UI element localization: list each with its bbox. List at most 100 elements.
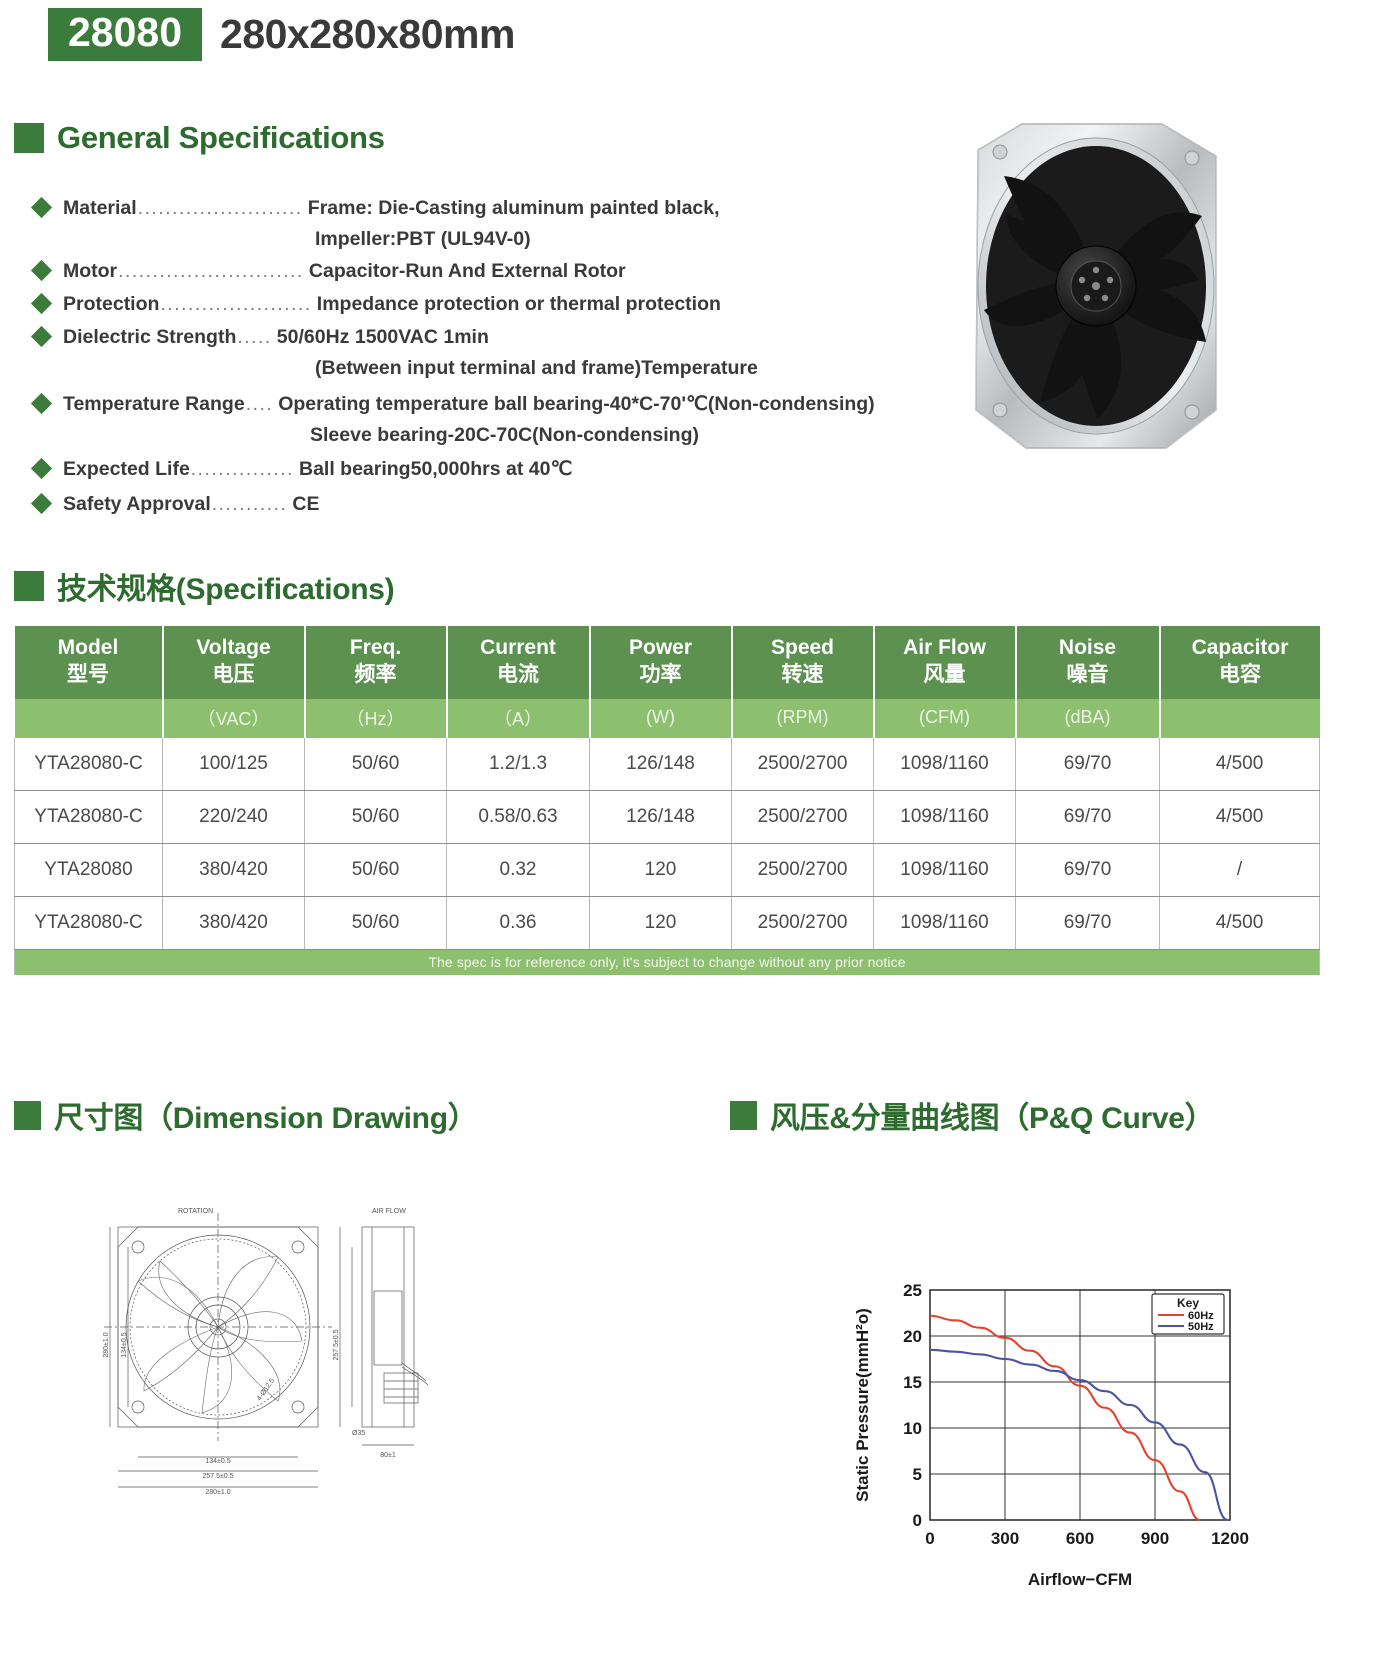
unit-airflow: (CFM) (873, 698, 1017, 738)
cell-freq: 50/60 (304, 843, 447, 897)
svg-text:0: 0 (925, 1529, 934, 1548)
unit-capacitor (1159, 698, 1320, 738)
table-note-row: The spec is for reference only, it's sub… (14, 949, 1320, 975)
cell-speed: 2500/2700 (731, 843, 874, 897)
cell-airflow: 1098/1160 (873, 843, 1016, 897)
diamond-bullet-icon (30, 325, 53, 348)
diamond-bullet-icon (30, 292, 53, 315)
column-header-capacitor: Capacitor 电容 (1159, 626, 1320, 699)
dim-label-outer-width: 280±1.0 (205, 1489, 230, 1496)
cell-capacitor: 4/500 (1159, 896, 1320, 950)
section-title-specifications: 技术规格(Specifications) (57, 573, 395, 606)
diamond-bullet-icon (30, 392, 53, 415)
cell-model: YTA28080 (14, 843, 163, 897)
unit-voltage: （VAC） (162, 698, 306, 738)
svg-text:15: 15 (903, 1373, 922, 1392)
table-row: YTA28080 380/420 50/60 0.32 120 2500/270… (14, 843, 1320, 897)
svg-text:300: 300 (991, 1529, 1019, 1548)
cell-noise: 69/70 (1015, 843, 1160, 897)
dim-label-hole-pitch: 134±0.5 (205, 1458, 230, 1465)
dim-label-depth: 80±1 (380, 1452, 396, 1459)
spec-extra: Impeller:PBT (UL94V-0) (315, 228, 531, 250)
spec-value: Impedance protection or thermal protecti… (316, 293, 721, 315)
dim-label-hole-dia2: 4-Ø12.5 (256, 1377, 276, 1402)
dimension-drawing: ROTATION AIR FLOW 280±1.0 134±0.5 134±0.… (103, 1208, 429, 1496)
column-header-power: Power 功率 (589, 626, 733, 699)
pq-curve-chart: 0 5 10 15 20 25 0 300 600 900 1200 Static Pressur… (853, 1281, 1249, 1589)
section-title-general: General Specifications (57, 120, 385, 155)
y-axis-ticks: 0 5 10 15 20 25 (903, 1281, 922, 1530)
cell-current: 0.58/0.63 (446, 790, 590, 844)
cell-power: 120 (589, 896, 732, 950)
cell-freq: 50/60 (304, 896, 447, 950)
spec-value: Frame: Die-Casting aluminum painted blac… (307, 197, 720, 219)
spec-extra: (Between input terminal and frame)Temper… (315, 357, 758, 379)
dim-label-side-height: 257.5±0.5 (333, 1329, 340, 1360)
diamond-bullet-icon (30, 196, 53, 219)
list-item: Temperature Range .... Operating tempera… (30, 389, 934, 450)
cell-model: YTA28080-C (14, 790, 163, 844)
cell-freq: 50/60 (304, 790, 447, 844)
column-header-speed: Speed 转速 (731, 626, 875, 699)
spec-extra: Sleeve bearing-20C-70C(Non-condensing) (310, 424, 699, 446)
cell-capacitor: 4/500 (1159, 737, 1320, 791)
cell-speed: 2500/2700 (731, 896, 874, 950)
chart-legend: Key 60Hz 50Hz (1151, 1293, 1225, 1335)
spec-label: Motor (63, 260, 118, 282)
cell-current: 0.32 (446, 843, 590, 897)
section-marker-icon (14, 123, 44, 153)
x-axis-label: Airflow−CFM (1028, 1570, 1132, 1589)
section-heading-specifications: 技术规格(Specifications) (14, 564, 395, 608)
cell-speed: 2500/2700 (731, 737, 874, 791)
spec-label: Material (63, 197, 137, 219)
svg-text:20: 20 (903, 1327, 922, 1346)
leader-dots: .... (245, 394, 274, 415)
unit-noise: (dBA) (1015, 698, 1161, 738)
section-marker-icon (730, 1100, 757, 1130)
page-title: 280x280x80mm (220, 11, 515, 58)
spec-value: Ball bearing50,000hrs at 40℃ (298, 458, 573, 480)
dim-label-outer-height: 280±1.0 (103, 1332, 110, 1357)
cell-capacitor: 4/500 (1159, 790, 1320, 844)
fan-product-photo (975, 123, 1217, 449)
table-row: YTA28080-C 220/240 50/60 0.58/0.63 126/1… (14, 790, 1320, 844)
list-item: Dielectric Strength ..... 50/60Hz 1500VA… (30, 322, 934, 383)
table-disclaimer: The spec is for reference only, it's sub… (14, 949, 1320, 975)
svg-text:25: 25 (903, 1281, 922, 1300)
dim-label-airflow: AIR FLOW (372, 1208, 406, 1215)
svg-text:0: 0 (913, 1511, 922, 1530)
table-header-row: Model 型号 Voltage 电压 Freq. 频率 Current 电流 … (14, 626, 1320, 699)
cell-airflow: 1098/1160 (873, 790, 1016, 844)
cell-current: 1.2/1.3 (446, 737, 590, 791)
list-item: Motor ........................... Capaci… (30, 256, 934, 287)
cell-power: 126/148 (589, 790, 732, 844)
cell-current: 0.36 (446, 896, 590, 950)
cell-voltage: 380/420 (162, 896, 305, 950)
unit-current: （A） (446, 698, 591, 738)
legend-title: Key (1177, 1296, 1199, 1310)
y-axis-label: Static Pressure(mmH²o) (853, 1308, 872, 1502)
diamond-bullet-icon (30, 492, 53, 515)
column-header-current: Current 电流 (446, 626, 591, 699)
column-header-model: Model 型号 (14, 626, 164, 699)
cell-capacitor: / (1159, 843, 1320, 897)
list-item: Safety Approval ........... CE (30, 489, 934, 520)
table-unit-row: （VAC） （Hz） （A） (W) (RPM) (CFM) (dBA) (14, 698, 1320, 738)
model-badge: 28080 (48, 8, 203, 62)
list-item: Material ........................ Frame:… (30, 193, 934, 254)
spec-label: Expected Life (63, 458, 190, 480)
table-row: YTA28080-C 380/420 50/60 0.36 120 2500/2… (14, 896, 1320, 950)
leader-dots: ..... (237, 327, 272, 348)
diamond-bullet-icon (30, 259, 53, 282)
section-title-dimension: 尺寸图（Dimension Drawing） (54, 1102, 478, 1135)
cell-voltage: 100/125 (162, 737, 305, 791)
cell-noise: 69/70 (1015, 790, 1160, 844)
spec-value: Operating temperature ball bearing-40*C-… (278, 393, 875, 415)
cell-airflow: 1098/1160 (873, 896, 1016, 950)
cell-airflow: 1098/1160 (873, 737, 1016, 791)
page-header: 28080 280x280x80mm (48, 8, 515, 62)
column-header-airflow: Air Flow 风量 (873, 626, 1017, 699)
cell-power: 126/148 (589, 737, 732, 791)
svg-text:600: 600 (1066, 1529, 1094, 1548)
